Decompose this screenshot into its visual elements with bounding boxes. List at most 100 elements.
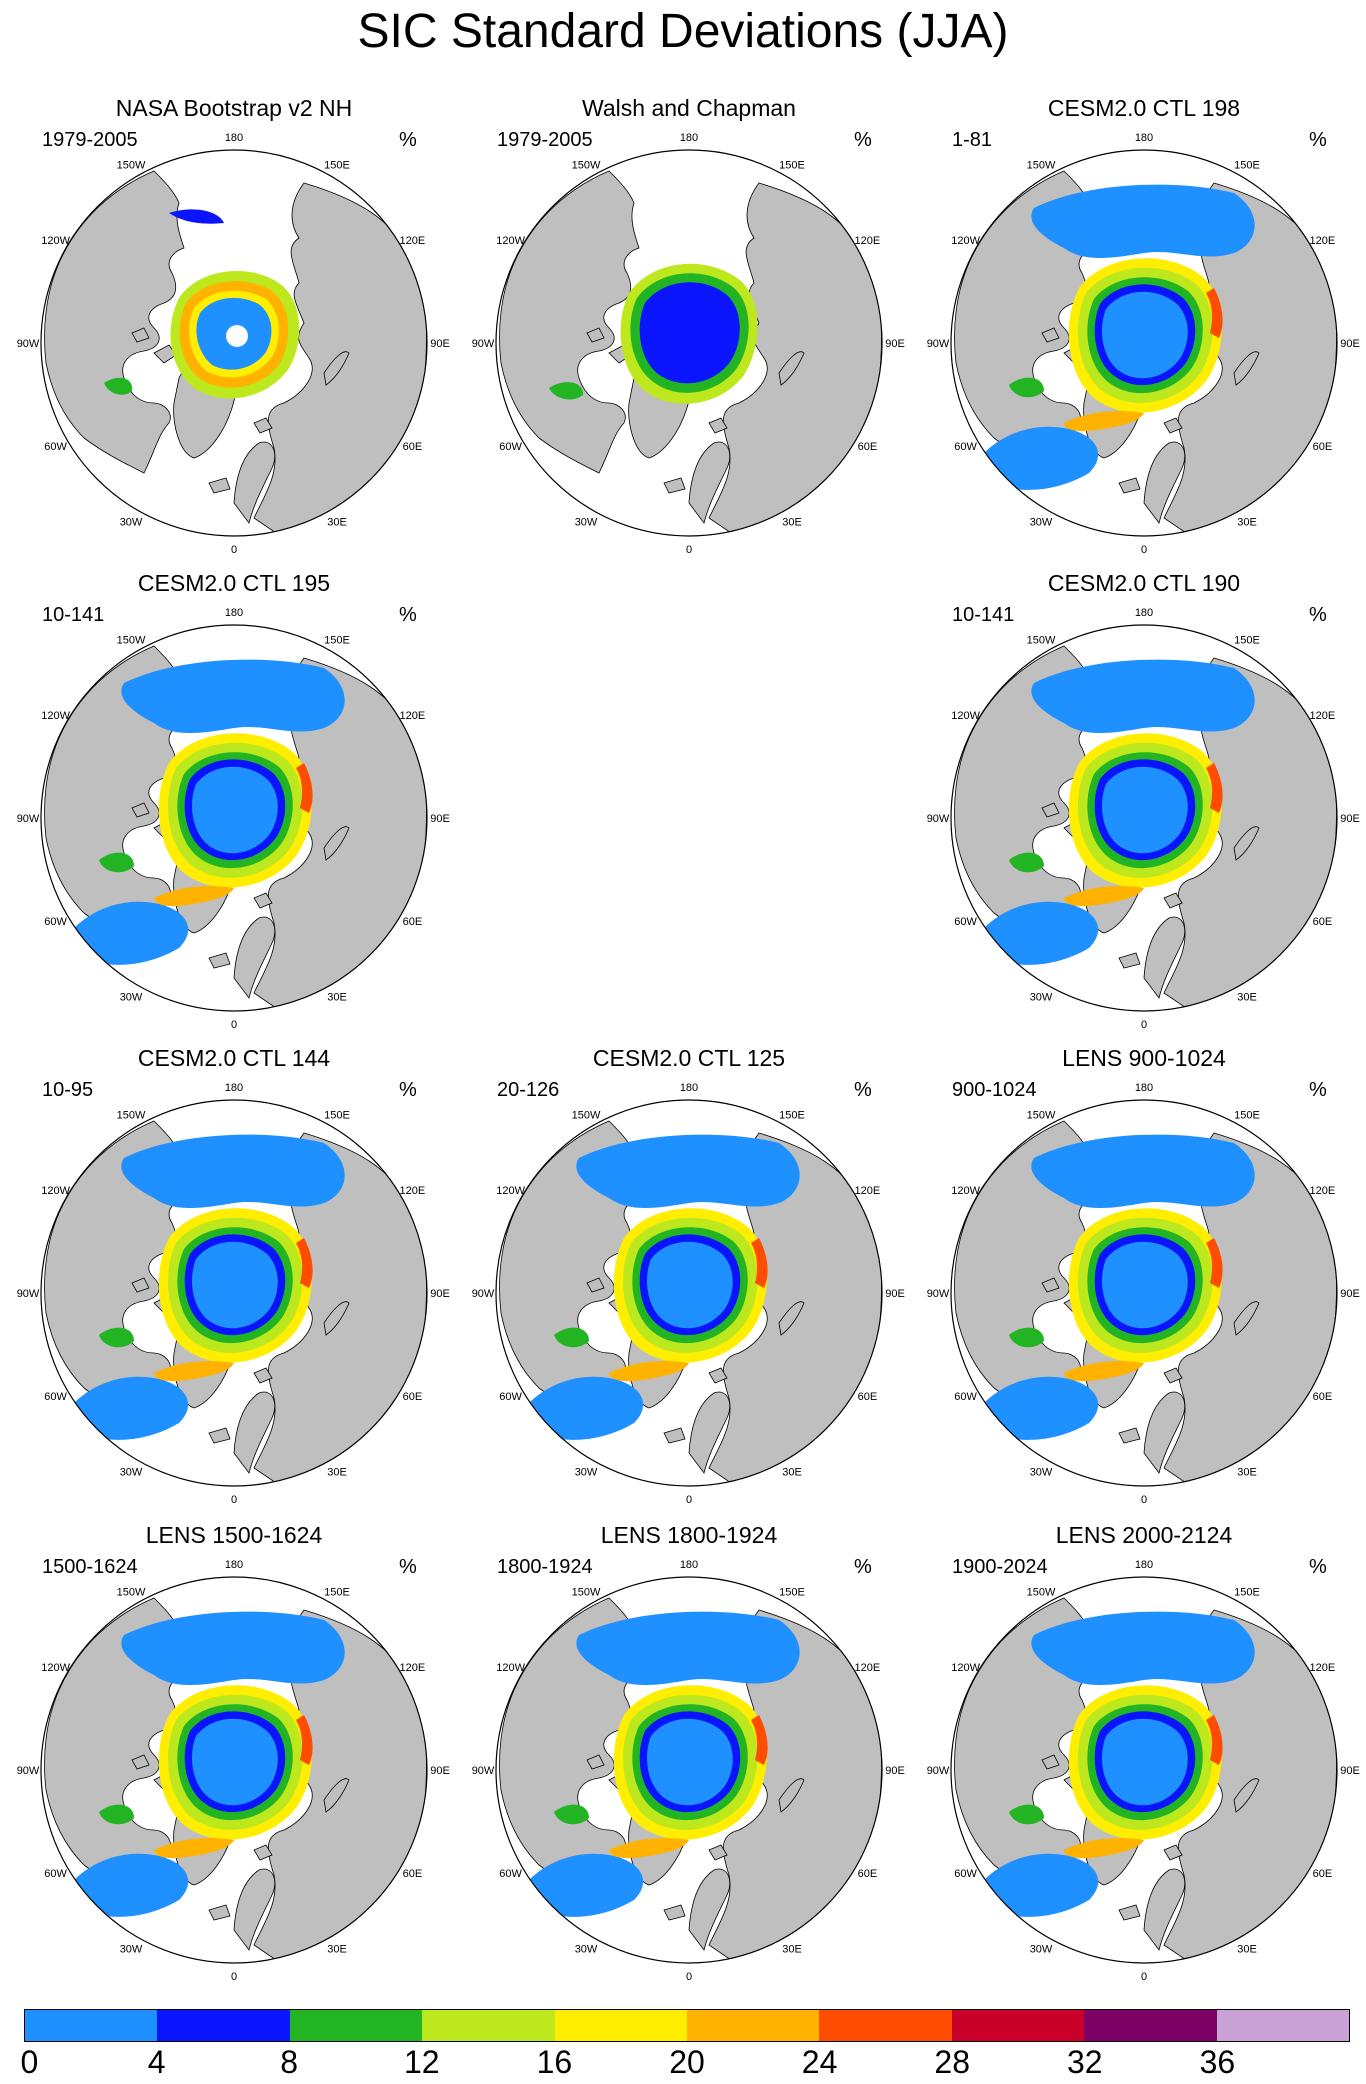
map-panel: LENS 1800-1924 1800-1924% 180 150E 120E 90E 60… (459, 1520, 919, 1998)
longitude-label: 90E (1340, 1288, 1360, 1300)
longitude-label: 0 (1141, 1494, 1147, 1506)
longitude-label: 90W (472, 1288, 495, 1300)
panel-title: LENS 1500-1624 (145, 1522, 323, 1548)
longitude-label: 180 (1135, 132, 1153, 144)
longitude-label: 150W (117, 635, 146, 647)
panel-period: 1979-2005 (42, 129, 138, 151)
map-border (40, 149, 428, 537)
longitude-label: 60E (1313, 441, 1333, 453)
map-panel: CESM2.0 CTL 190 10-141% 180 150E 120E 90E 60E 3… (914, 568, 1366, 1046)
longitude-label: 90W (17, 1765, 40, 1777)
longitude-label: 120E (855, 1662, 881, 1674)
longitude-label: 120E (1310, 1662, 1336, 1674)
map-panel: LENS 900-1024 900-1024% 180 150E 120E 90E 60E 3… (914, 1043, 1366, 1521)
longitude-label: 30W (1030, 1943, 1053, 1955)
panel-period: 10-95 (42, 1079, 94, 1101)
longitude-label: 30E (327, 516, 347, 528)
panel-unit: % (1309, 1556, 1327, 1578)
longitude-label: 30E (1237, 991, 1257, 1003)
longitude-label: 90E (1340, 813, 1360, 825)
longitude-label: 120E (400, 1185, 426, 1197)
longitude-label: 60W (44, 916, 67, 928)
map-content (954, 645, 1337, 1011)
longitude-label: 120W (41, 1662, 70, 1674)
map-border (40, 1099, 428, 1487)
map-panel: CESM2.0 CTL 125 20-126% 180 150E 120E 90E 60E 3… (459, 1043, 919, 1521)
panel-title: CESM2.0 CTL 144 (137, 1045, 331, 1071)
longitude-label: 90E (885, 338, 905, 350)
map-content (44, 170, 427, 536)
map-content (954, 170, 1337, 536)
longitude-label: 30W (1030, 991, 1053, 1003)
panel-unit: % (399, 129, 417, 151)
longitude-label: 60W (954, 916, 977, 928)
longitude-label: 150W (1027, 1110, 1056, 1122)
panel-period: 900-1024 (952, 1079, 1037, 1101)
longitude-label: 30W (575, 1466, 598, 1478)
panel-unit: % (854, 1556, 872, 1578)
map-content (44, 645, 427, 1011)
panel-unit: % (854, 1079, 872, 1101)
colorbar-tick-label: 36 (1199, 2044, 1236, 2080)
longitude-label: 150E (779, 1587, 805, 1599)
longitude-label: 90E (430, 1288, 450, 1300)
colorbar-segment (819, 2010, 952, 2041)
longitude-label: 30W (120, 1466, 143, 1478)
map-panel: LENS 2000-2124 1900-2024% 180 150E 120E 90E 60… (914, 1520, 1366, 1998)
colorbar-tick-label: 20 (669, 2044, 705, 2080)
colorbar-tick-label: 28 (934, 2044, 970, 2080)
longitude-label: 30E (782, 1943, 802, 1955)
colorbar-segment (289, 2010, 423, 2041)
longitude-label: 150W (117, 160, 146, 172)
longitude-label: 30W (120, 991, 143, 1003)
longitude-label: 180 (1135, 1082, 1153, 1094)
longitude-label: 120E (855, 235, 881, 247)
longitude-label: 120W (41, 235, 70, 247)
longitude-label: 60E (858, 441, 878, 453)
longitude-label: 60E (403, 441, 423, 453)
longitude-label: 0 (231, 544, 237, 556)
longitude-label: 120E (400, 710, 426, 722)
map-panel: Walsh and Chapman 1979-2005% 180 150E 120E 90… (459, 93, 919, 571)
longitude-label: 90W (472, 338, 495, 350)
longitude-label: 0 (1141, 544, 1147, 556)
longitude-label: 60E (858, 1868, 878, 1880)
polar-map: 180 150E 120E 90E 60E 30E 0 30W 60W 90W 120W 150W (17, 132, 450, 556)
map-border (495, 1099, 883, 1487)
longitude-label: 30E (327, 991, 347, 1003)
longitude-label: 90W (17, 813, 40, 825)
map-content (954, 1597, 1337, 1963)
longitude-label: 90E (1340, 338, 1360, 350)
map-panel: CESM2.0 CTL 195 10-141% 180 150E 120E 90E 60E 3… (4, 568, 464, 1046)
longitude-label: 60E (1313, 916, 1333, 928)
longitude-label: 150W (572, 1587, 601, 1599)
polar-map: 180 150E 120E 90E 60E 30E 0 30W 60W 90W 120W 150W (927, 1082, 1360, 1506)
map-border (950, 1576, 1338, 1964)
longitude-label: 120E (400, 235, 426, 247)
panel-unit: % (399, 1556, 417, 1578)
longitude-label: 30E (782, 1466, 802, 1478)
longitude-label: 120W (496, 235, 525, 247)
colorbar-segment (687, 2010, 820, 2041)
longitude-label: 180 (680, 1559, 698, 1571)
panel-period: 10-141 (952, 604, 1015, 626)
colorbar-segment (1084, 2010, 1217, 2041)
map-content (44, 1120, 427, 1486)
longitude-label: 30W (575, 516, 598, 528)
colorbar-tick-label: 24 (801, 2044, 838, 2080)
polar-map: 180 150E 120E 90E 60E 30E 0 30W 60W 90W 120W 150W (472, 1559, 905, 1983)
longitude-label: 120E (855, 1185, 881, 1197)
panel-unit: % (1309, 604, 1327, 626)
panel-title: Walsh and Chapman (582, 95, 796, 121)
longitude-label: 150W (1027, 1587, 1056, 1599)
longitude-label: 150E (1234, 1110, 1260, 1122)
longitude-label: 0 (1141, 1019, 1147, 1031)
longitude-label: 90E (1340, 1765, 1360, 1777)
map-content (499, 1597, 882, 1963)
longitude-label: 60E (403, 1391, 423, 1403)
map-panel: CESM2.0 CTL 144 10-95% 180 150E 120E 90E 60E 30… (4, 1043, 464, 1521)
polar-map: 180 150E 120E 90E 60E 30E 0 30W 60W 90W 120W 150W (472, 132, 905, 556)
colorbar-segment (25, 2010, 158, 2041)
longitude-label: 60W (954, 441, 977, 453)
polar-map: 180 150E 120E 90E 60E 30E 0 30W 60W 90W 120W 150W (17, 1082, 450, 1506)
